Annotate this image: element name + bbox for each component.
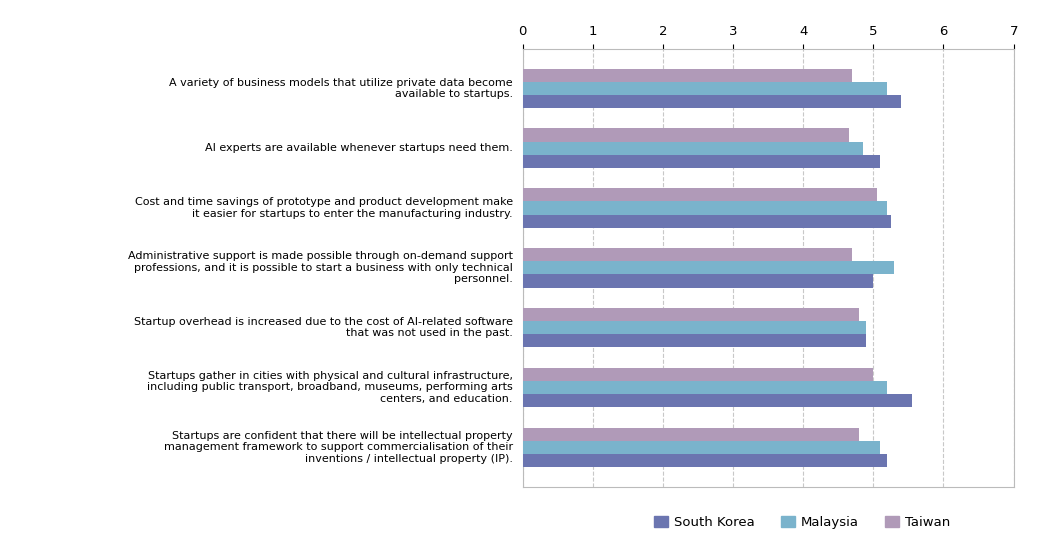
Bar	[522, 308, 859, 321]
Bar	[522, 427, 859, 441]
Bar	[522, 142, 863, 155]
Bar	[522, 95, 902, 108]
Bar	[522, 274, 874, 287]
Legend: South Korea, Malaysia, Taiwan: South Korea, Malaysia, Taiwan	[649, 511, 956, 535]
Bar	[522, 82, 887, 95]
Bar	[522, 201, 887, 215]
Bar	[522, 261, 895, 274]
Bar	[522, 69, 853, 82]
Bar	[522, 215, 890, 228]
Bar	[522, 248, 853, 261]
Bar	[522, 155, 880, 168]
Bar	[522, 334, 866, 347]
Bar	[522, 188, 877, 201]
Bar	[522, 441, 880, 454]
Bar	[522, 454, 887, 467]
Bar	[522, 381, 887, 394]
Bar	[522, 394, 912, 407]
Bar	[522, 321, 866, 334]
Bar	[522, 368, 874, 381]
Bar	[522, 128, 849, 142]
